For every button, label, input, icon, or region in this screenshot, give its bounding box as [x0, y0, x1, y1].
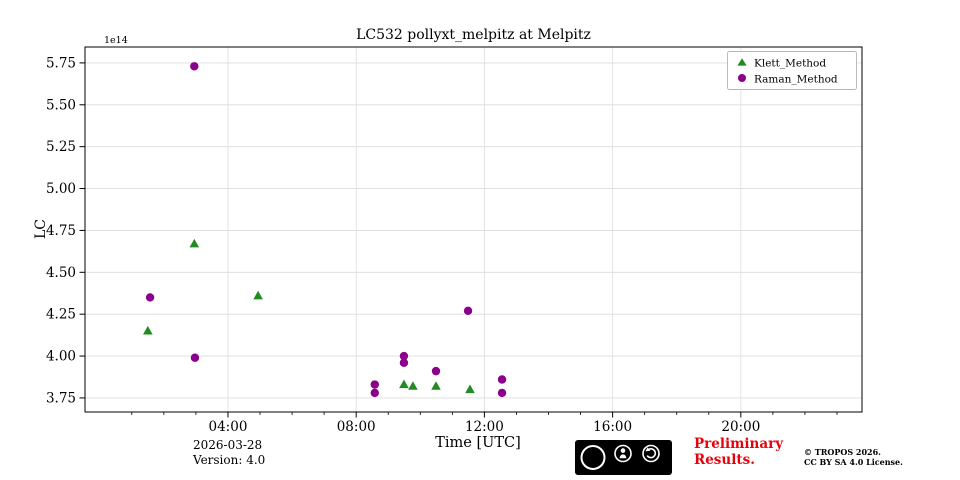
data-point-raman_method: [399, 358, 409, 367]
svg-text:CC: CC: [585, 454, 601, 465]
legend-triangle-marker-icon: [737, 58, 747, 66]
data-point-raman_method: [431, 366, 441, 376]
x-tick-label: 12:00: [465, 419, 504, 435]
y-tick-label: 5.25: [46, 139, 76, 155]
cc-badge-graphic: CC BY SA: [575, 440, 672, 475]
legend: Klett_Method Raman_Method: [727, 51, 857, 90]
x-tick-label: 04:00: [209, 419, 248, 435]
version-label: Version: 4.0: [193, 453, 266, 467]
copyright-block: © TROPOS 2026. CC BY SA 4.0 License.: [804, 447, 903, 467]
data-point-klett_method: [431, 381, 441, 390]
y-tick-label: 5.75: [46, 55, 76, 71]
preliminary-results-label: Preliminary Results.: [694, 436, 783, 468]
by-person-icon: BY: [614, 444, 632, 474]
tropos-copyright: © TROPOS 2026.: [804, 447, 881, 457]
legend-frame: [727, 51, 857, 90]
y-tick-label: 3.75: [46, 390, 76, 406]
legend-raman-label: Raman_Method: [754, 74, 838, 86]
data-point-klett_method: [465, 384, 475, 394]
data-point-klett_method: [189, 238, 200, 248]
data-point-klett_method: [253, 290, 263, 300]
y-tick-label: 4.50: [46, 265, 76, 281]
data-point-raman_method: [463, 306, 473, 316]
sa-arrow-icon: SA: [642, 444, 660, 474]
data-point-raman_method: [190, 62, 199, 71]
data-point-raman_method: [190, 353, 200, 362]
data-point-klett_method: [143, 325, 153, 335]
legend-circle-marker-icon: [738, 74, 746, 82]
y-axis-offset-label: 1e14: [104, 35, 128, 46]
plot-area: 04:00 08:00 12:00 16:00 20:00 3.75 4.00 4.25 4.5…: [46, 46, 863, 435]
data-point-raman_method: [497, 388, 507, 398]
x-tick-label: 08:00: [337, 419, 376, 435]
plot-title: LC532 pollyxt_melpitz at Melpitz: [356, 27, 591, 43]
data-point-raman_method: [497, 375, 507, 384]
data-point-raman_method: [370, 380, 379, 389]
data-point-raman_method: [145, 293, 155, 302]
footer-date-version: 2026-03-28 Version: 4.0: [193, 438, 265, 468]
y-tick-label: 4.75: [46, 223, 76, 239]
svg-text:SA: SA: [646, 465, 657, 474]
y-tick-label: 5.50: [46, 97, 76, 113]
data-point-klett_method: [399, 379, 409, 389]
x-tick-label: 20:00: [721, 419, 760, 435]
license-text: CC BY SA 4.0 License.: [804, 457, 903, 467]
cc-license-badge: CC BY SA: [575, 440, 672, 475]
legend-klett-label: Klett_Method: [754, 58, 826, 70]
data-point-raman_method: [399, 351, 409, 361]
svg-text:BY: BY: [618, 465, 630, 474]
preliminary-line1: Preliminary: [694, 436, 784, 452]
x-axis-label: Time [UTC]: [435, 435, 521, 451]
preliminary-line2: Results.: [694, 452, 755, 468]
date-label: 2026-03-28: [193, 438, 263, 452]
data-point-raman_method: [370, 388, 379, 398]
y-axis-label: LC: [33, 219, 49, 239]
y-tick-label: 4.25: [46, 307, 76, 323]
y-tick-label: 4.00: [46, 349, 76, 365]
cc-icon: CC: [580, 445, 606, 470]
y-tick-label: 5.00: [46, 181, 76, 197]
data-point-klett_method: [408, 381, 418, 390]
x-tick-label: 16:00: [593, 419, 632, 435]
axes-frame: [84, 46, 863, 413]
